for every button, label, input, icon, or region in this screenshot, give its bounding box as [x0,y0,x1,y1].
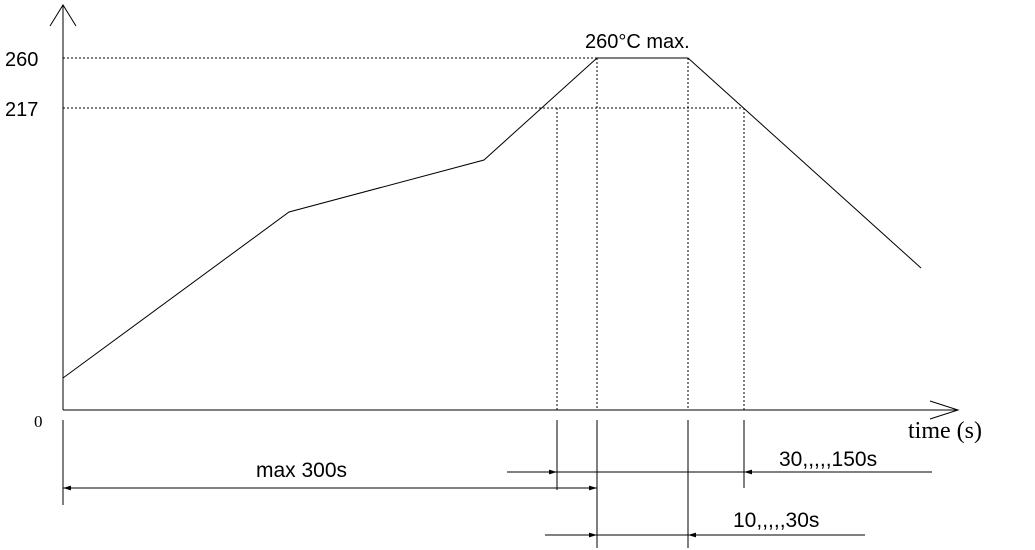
guide-lines [63,57,745,410]
y-tick-0: 0 [34,412,43,431]
x-axis-arrowhead [929,400,960,420]
axes [49,4,960,420]
y-axis-arrowhead [49,4,77,27]
y-tick-260: 260 [5,49,38,71]
peak-label: 260°C max. [585,31,690,53]
y-tick-217: 217 [5,99,38,121]
dim-peak-label: 10,,,,,30s [733,509,819,532]
y-tick-labels: 260 217 0 [5,49,43,431]
dim-217-label: 30,,,,,150s [779,448,877,471]
dimension-lines [62,420,932,548]
dim-max300-label: max 300s [256,459,347,482]
temperature-profile-line [62,57,922,379]
x-axis-label: time (s) [908,418,982,444]
